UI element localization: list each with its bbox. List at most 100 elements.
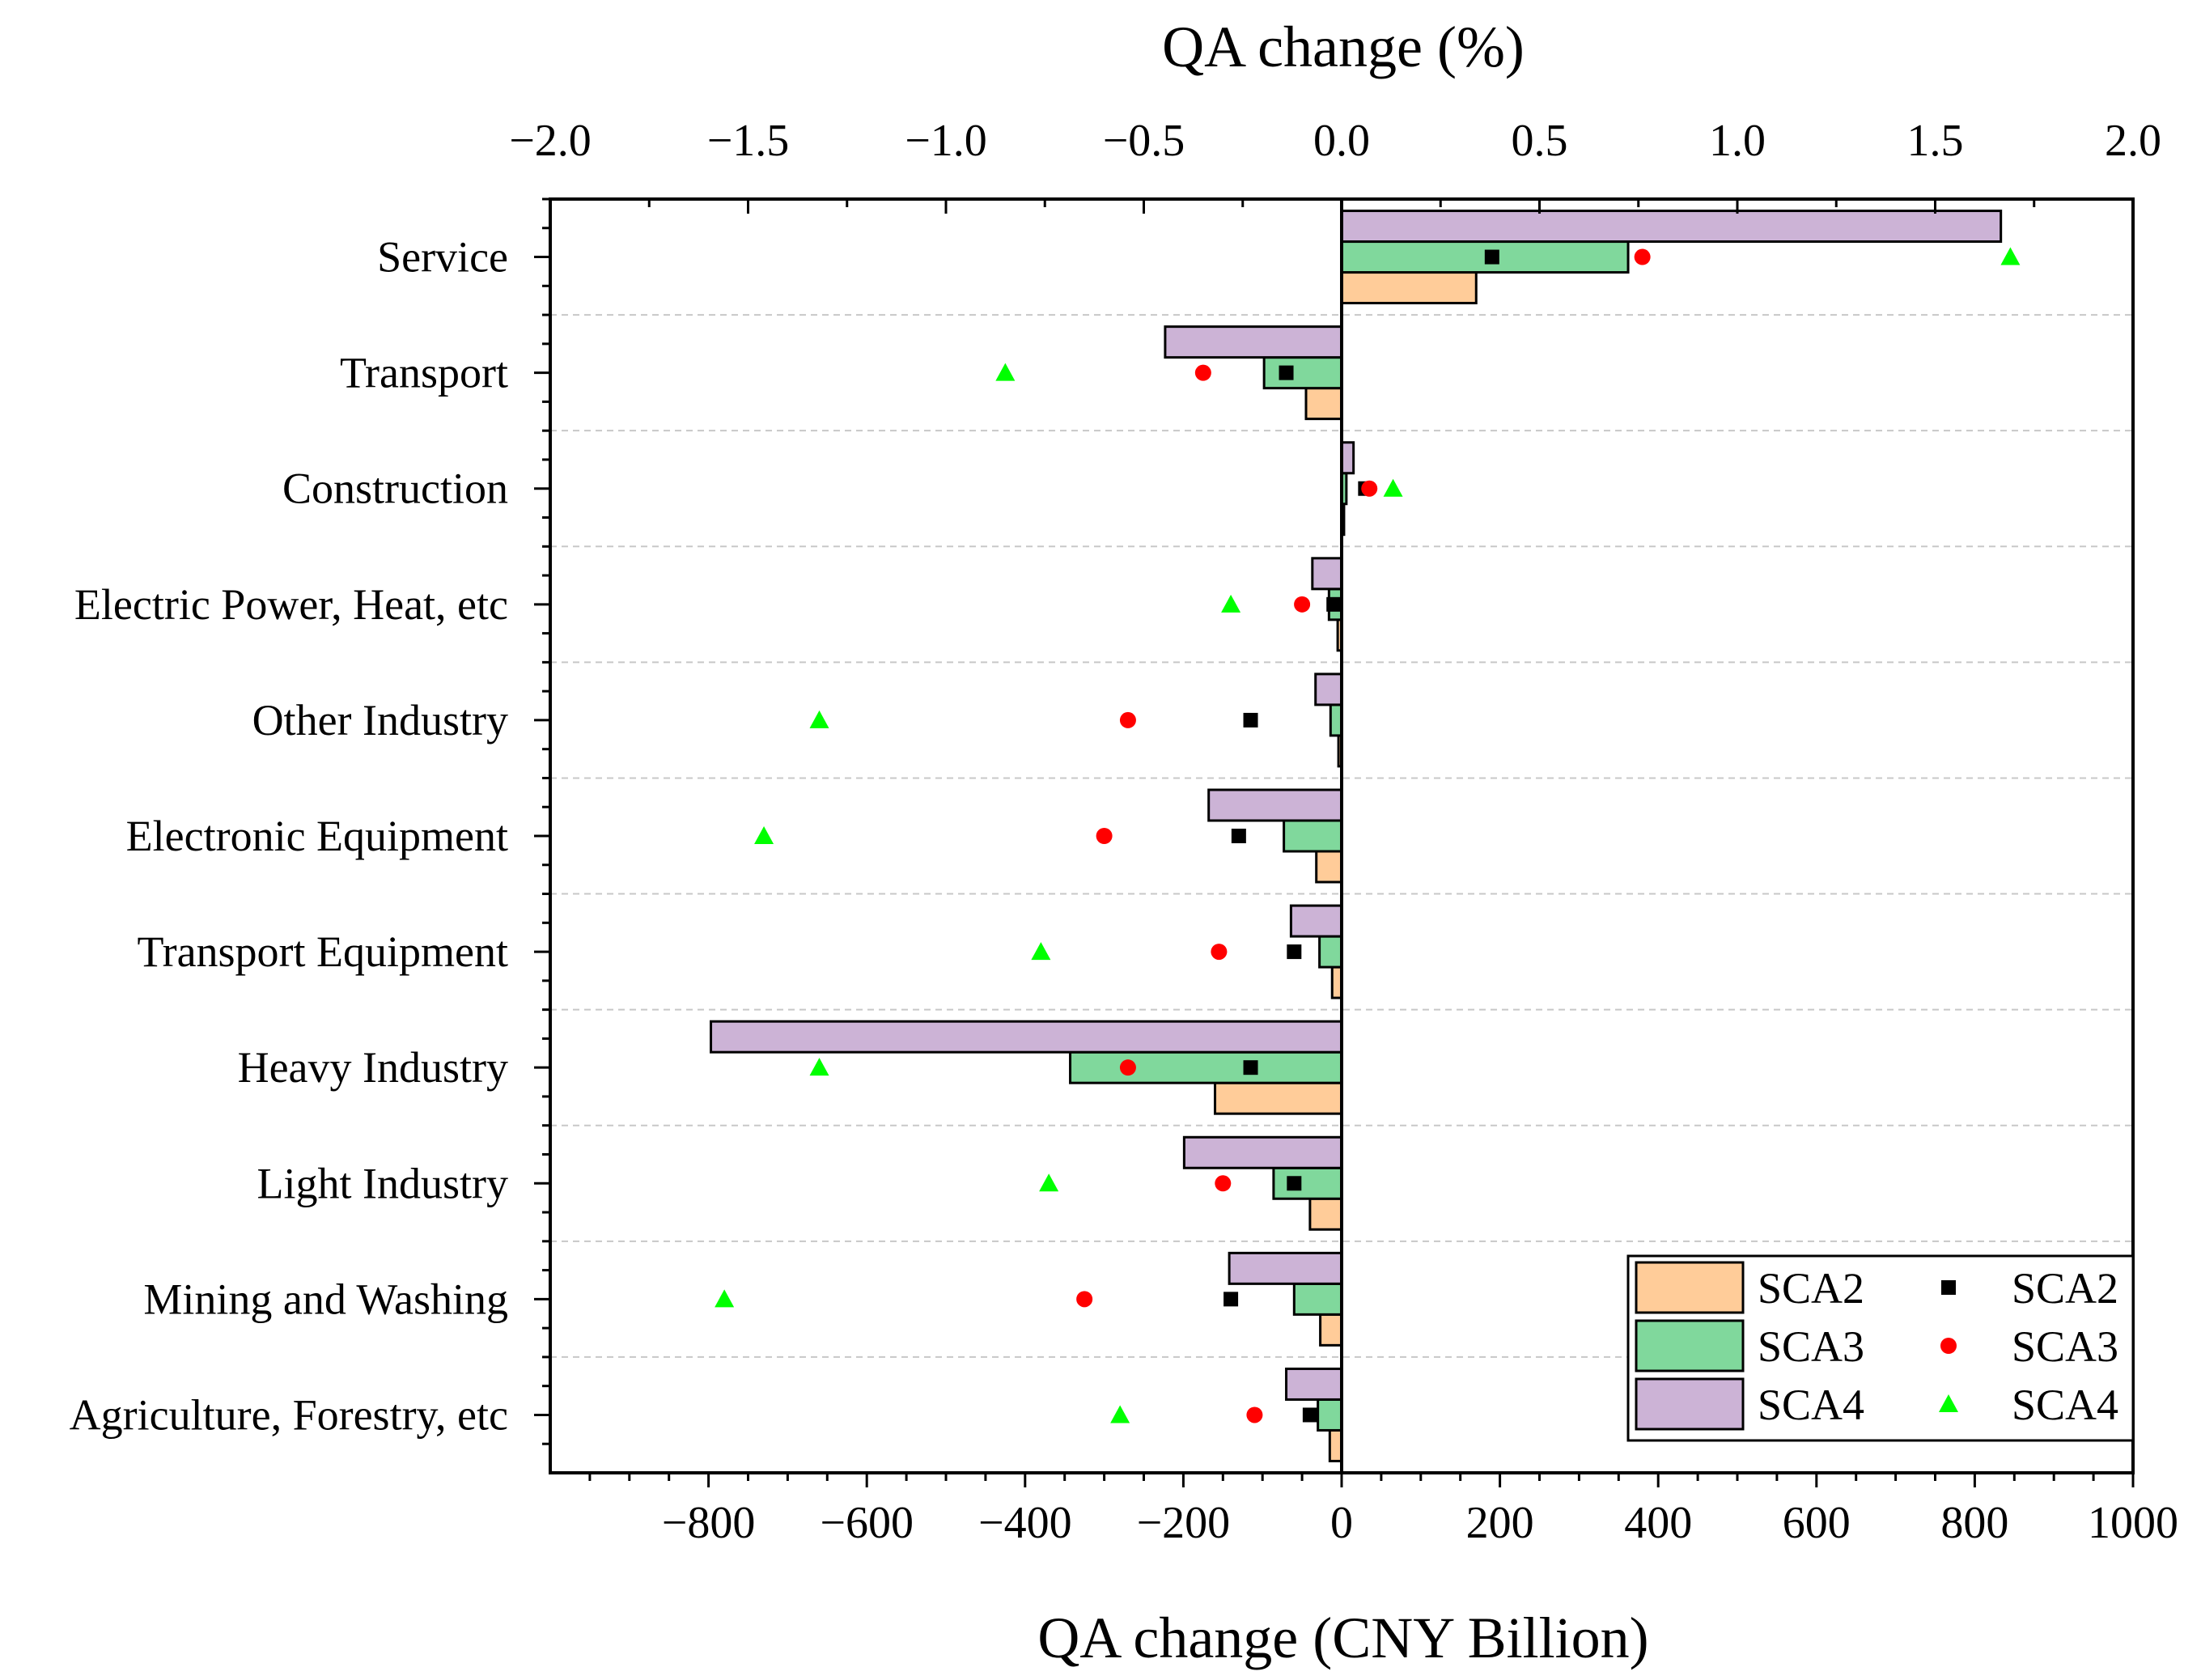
x-tick-label-top: 2.0 [2105,116,2161,166]
bar-sca4-9 [1228,1251,1343,1285]
x-tick-label-top: 1.0 [1709,116,1766,166]
marker-sca4-4 [809,710,829,728]
category-label: Transport Equipment [138,927,509,976]
marker-sca4-3 [1221,594,1241,613]
x-tick-label-bottom: 200 [1466,1498,1534,1548]
bar-sca2-8 [1308,1197,1343,1231]
markers [715,247,2021,1423]
x-tick-label-bottom: −600 [820,1498,914,1548]
legend-swatch-bar-sca2 [1635,1261,1745,1314]
marker-sca2-0 [1484,249,1499,265]
x-axis-top: −2.0 −1.5 −1.0 −0.5 0.0 0.5 1.0 1.5 2.0 [509,116,2161,214]
category-label: Heavy Industry [238,1043,508,1092]
x-tick-label-bottom: −400 [978,1498,1072,1548]
marker-sca4-8 [1039,1173,1059,1192]
marker-sca2-3 [1326,596,1342,612]
x-tick-label-bottom: 1000 [2088,1498,2178,1548]
legend: SCA2 SCA3 SCA4 SCA2 SCA3 SCA4 [1626,1254,2135,1442]
marker-sca3-1 [1194,364,1211,381]
bar-sca4-5 [1207,788,1343,822]
x-tick-label-top: −0.5 [1103,116,1185,166]
x-tick-label-top: −2.0 [509,116,592,166]
legend-swatch-bar-sca4 [1635,1377,1745,1431]
bar-sca3-7 [1069,1050,1343,1084]
category-label: Service [377,233,508,282]
marker-sca3-5 [1096,828,1113,844]
category-label: Light Industry [257,1159,508,1207]
legend-marker-sca3 [1940,1338,1957,1354]
bar-sca4-7 [710,1020,1343,1054]
x-tick-label-bottom: 400 [1624,1498,1692,1548]
bar-sca2-0 [1340,271,1478,305]
marker-sca2-10 [1302,1407,1317,1423]
bars [710,210,2003,1462]
x-axis-bottom: −800 −600 −400 −200 0 200 400 600 800 1000 [588,1473,2178,1548]
bar-sca4-6 [1289,904,1343,938]
marker-sca4-9 [715,1289,735,1308]
legend-marker-sca2 [1941,1280,1956,1295]
bar-sca2-7 [1214,1081,1343,1115]
x-tick-label-top: −1.0 [905,116,987,166]
marker-sca3-2 [1361,480,1378,497]
marker-sca2-9 [1223,1292,1239,1307]
legend-marker-sca4 [1939,1394,1958,1412]
x-axis-title-top: QA change (%) [1162,15,1525,79]
bar-sca4-8 [1182,1135,1343,1169]
x-tick-label-top: 1.5 [1907,116,1964,166]
legend-label-bar: SCA2 [1758,1264,1864,1313]
marker-sca3-9 [1076,1291,1093,1308]
category-label: Electric Power, Heat, etc [74,580,508,629]
marker-sca3-3 [1294,596,1311,613]
x-tick-label-bottom: −800 [662,1498,756,1548]
bar-sca3-6 [1318,935,1343,969]
marker-sca4-7 [809,1058,829,1076]
legend-label-marker: SCA2 [2012,1264,2118,1313]
marker-sca4-6 [1031,942,1051,961]
marker-sca2-8 [1287,1176,1302,1191]
x-tick-label-top: 0.0 [1313,116,1370,166]
bar-sca3-5 [1283,819,1343,853]
marker-sca2-5 [1231,829,1246,843]
x-axis-title-bottom: QA change (CNY Billion) [1037,1606,1648,1670]
category-label: Agriculture, Forestry, etc [70,1390,508,1439]
marker-sca4-5 [754,826,774,844]
category-label: Construction [282,465,508,513]
marker-sca3-10 [1246,1406,1263,1423]
bar-sca3-9 [1292,1282,1343,1316]
marker-sca3-7 [1119,1059,1136,1076]
bar-sca2-9 [1319,1313,1343,1347]
bar-sca2-5 [1315,850,1343,884]
x-tick-label-top: 0.5 [1512,116,1568,166]
bar-sca4-1 [1164,325,1343,359]
bar-sca3-8 [1272,1166,1343,1200]
bar-sca3-1 [1262,356,1343,390]
bar-sca2-10 [1328,1428,1343,1462]
grid-lines [550,314,2133,1358]
marker-sca4-1 [995,363,1016,381]
marker-sca2-4 [1243,712,1258,728]
marker-sca3-8 [1215,1175,1232,1192]
bar-sca3-10 [1317,1398,1343,1432]
legend-label-marker: SCA4 [2012,1381,2118,1429]
bar-sca4-4 [1314,672,1343,706]
marker-sca2-1 [1279,365,1294,380]
x-tick-label-bottom: −200 [1137,1498,1231,1548]
bar-sca4-3 [1311,557,1343,591]
bar-sca3-4 [1329,703,1343,737]
bar-sca4-0 [1340,210,2003,244]
marker-sca4-0 [2000,247,2021,265]
x-tick-label-bottom: 0 [1330,1498,1353,1548]
x-tick-label-top: −1.5 [707,116,790,166]
category-label: Other Industry [252,696,508,745]
marker-sca3-4 [1119,711,1136,728]
x-tick-label-bottom: 600 [1783,1498,1851,1548]
bar-sca4-10 [1285,1367,1343,1401]
bar-sca4-2 [1340,441,1355,475]
marker-sca2-7 [1243,1060,1258,1075]
marker-sca4-2 [1383,478,1403,497]
marker-sca2-6 [1287,944,1302,960]
marker-sca3-0 [1634,248,1651,265]
x-tick-label-bottom: 800 [1940,1498,2008,1548]
category-label: Electronic Equipment [126,812,508,860]
